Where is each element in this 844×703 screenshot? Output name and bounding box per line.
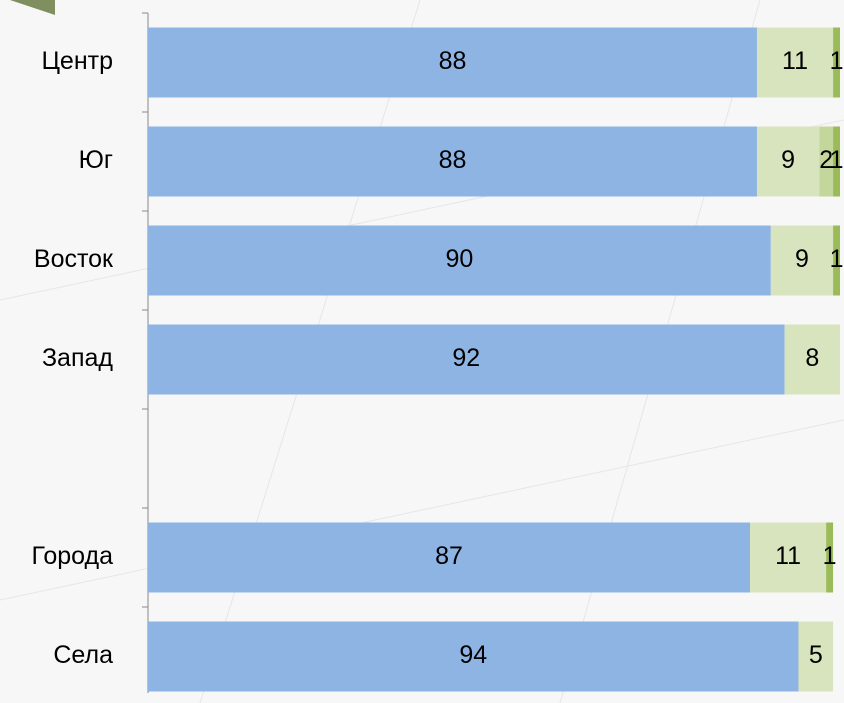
data-label: 9: [781, 146, 795, 174]
bar-segment: [148, 225, 771, 296]
data-label: 90: [445, 245, 473, 273]
data-label: 92: [452, 344, 480, 372]
bar-segment: [784, 324, 840, 395]
y-tick-label: Юг: [79, 146, 113, 174]
y-tick-label: Города: [31, 542, 113, 570]
data-label: 1: [830, 245, 844, 273]
data-label: 1: [830, 146, 844, 174]
data-label: 88: [439, 47, 467, 75]
bar-segment: [833, 126, 840, 197]
data-label: 87: [435, 542, 463, 570]
bar-segment: [148, 522, 751, 593]
bar-segment: [148, 621, 799, 692]
y-tick-label: Запад: [42, 344, 113, 372]
bar-segment: [148, 324, 785, 395]
data-label: 8: [805, 344, 819, 372]
data-label: 11: [775, 542, 801, 570]
bar-segment: [750, 522, 827, 593]
data-label: 5: [809, 641, 823, 669]
data-label: 2: [819, 146, 833, 174]
data-label: 11: [782, 47, 808, 75]
data-label: 1: [823, 542, 837, 570]
data-label: 88: [439, 146, 467, 174]
y-tick-label: Центр: [41, 47, 113, 75]
bar-segment: [770, 225, 834, 296]
bar-segment: [756, 126, 820, 197]
bar-segment: [819, 126, 834, 197]
bar-segment: [833, 27, 840, 98]
bar-segment: [833, 225, 840, 296]
y-tick-label: Села: [53, 641, 113, 669]
bar-segment: [148, 126, 757, 197]
data-label: 94: [459, 641, 487, 669]
bar-segment: [826, 522, 834, 593]
bar-segment: [756, 27, 834, 98]
bar-segment: [798, 621, 834, 692]
data-label: 1: [830, 47, 844, 75]
corner-decoration: [10, 0, 55, 15]
bar-segment: [148, 27, 757, 98]
data-label: 9: [795, 245, 809, 273]
y-tick-label: Восток: [34, 245, 114, 273]
